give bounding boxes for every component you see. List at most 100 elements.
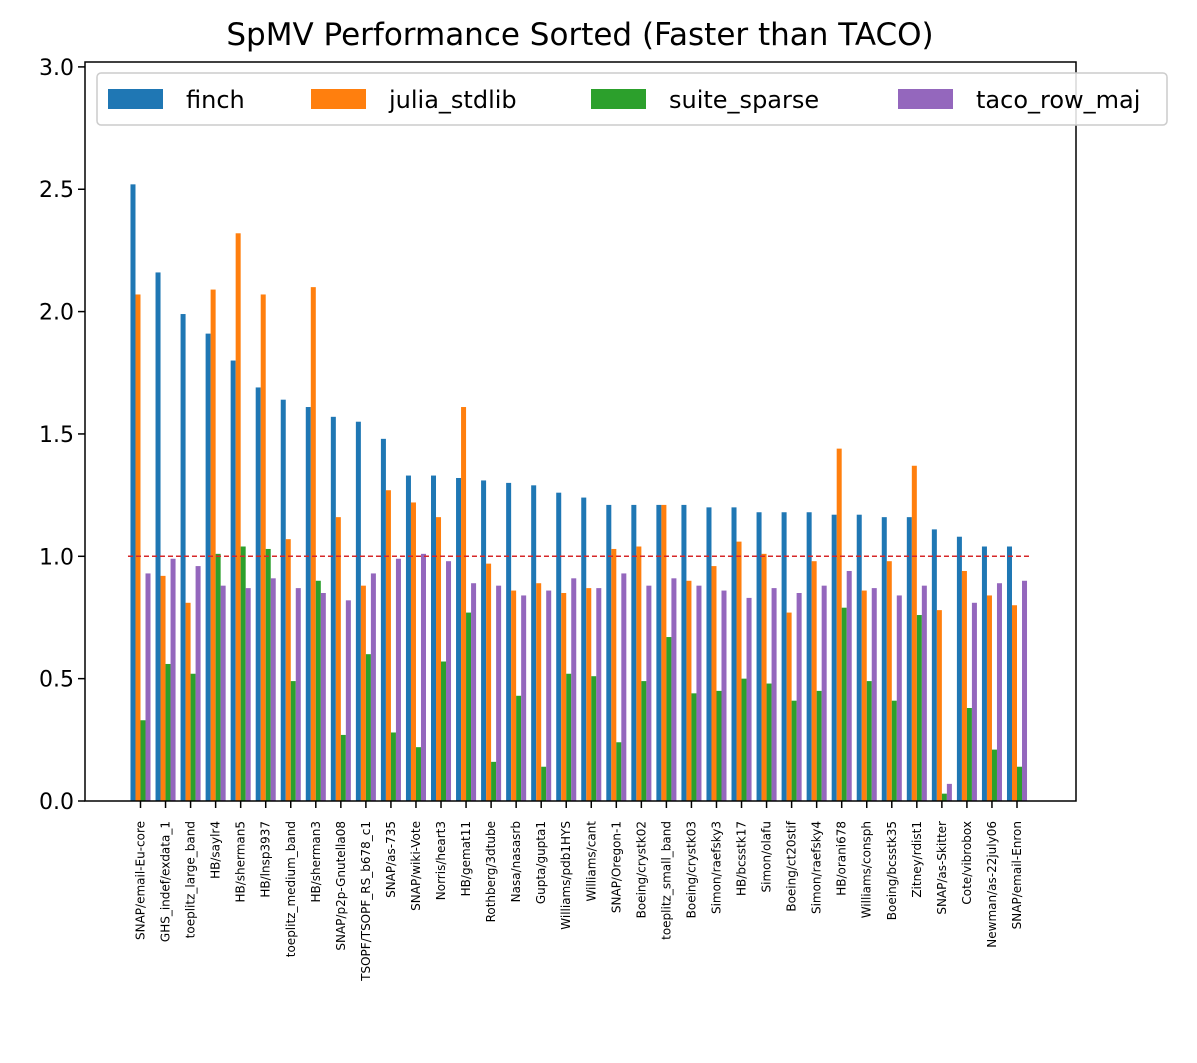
- bar-suite_sparse-17: [566, 673, 572, 801]
- bar-julia_stdlib-2: [185, 602, 191, 801]
- legend-label-finch: finch: [186, 86, 245, 114]
- x-tick-label-4: HB/sherman5: [234, 821, 248, 903]
- bar-suite_sparse-4: [240, 546, 246, 801]
- x-tick-label-19: SNAP/Oregon-1: [609, 821, 623, 913]
- x-tick-label-20: Boeing/crystk02: [634, 821, 648, 918]
- bar-finch-0: [130, 184, 136, 802]
- bar-taco_row_maj-35: [1022, 580, 1028, 801]
- bar-suite_sparse-5: [265, 548, 271, 801]
- bar-finch-1: [155, 272, 161, 801]
- bar-finch-26: [781, 512, 787, 801]
- bar-suite_sparse-14: [491, 761, 497, 801]
- bar-taco_row_maj-8: [345, 600, 351, 801]
- x-tick-label-23: Simon/raefsky3: [709, 821, 723, 914]
- bar-suite_sparse-26: [791, 700, 797, 801]
- y-tick-label-0: 0.0: [39, 790, 74, 815]
- bar-finch-35: [1006, 546, 1012, 801]
- bar-julia_stdlib-11: [410, 502, 416, 801]
- bar-taco_row_maj-30: [896, 595, 902, 801]
- x-tick-label-18: Williams/cant: [584, 821, 598, 902]
- bar-finch-17: [556, 492, 562, 801]
- x-tick-label-30: Boeing/bcsstk35: [885, 821, 899, 920]
- bar-taco_row_maj-4: [245, 588, 251, 801]
- bar-taco_row_maj-17: [571, 578, 577, 801]
- bar-finch-14: [481, 480, 487, 801]
- bar-julia_stdlib-24: [736, 541, 742, 801]
- bar-finch-24: [731, 507, 737, 801]
- y-tick-label-2: 1.0: [39, 545, 74, 570]
- bar-taco_row_maj-32: [946, 783, 952, 801]
- bar-julia_stdlib-12: [436, 517, 442, 801]
- bar-suite_sparse-33: [966, 708, 972, 801]
- bar-suite_sparse-19: [616, 742, 622, 801]
- x-tick-label-34: Newman/as-22july06: [985, 821, 999, 948]
- x-tick-label-21: toeplitz_small_band: [659, 821, 673, 940]
- bar-julia_stdlib-28: [836, 448, 842, 801]
- bar-julia_stdlib-18: [586, 588, 592, 801]
- bar-suite_sparse-0: [140, 720, 146, 801]
- bar-julia_stdlib-31: [911, 465, 917, 801]
- bar-julia_stdlib-33: [961, 570, 967, 801]
- bar-taco_row_maj-6: [295, 588, 301, 801]
- x-tick-label-12: Norris/heart3: [434, 821, 448, 900]
- bar-finch-12: [431, 475, 437, 801]
- bar-julia_stdlib-35: [1011, 605, 1017, 801]
- x-tick-label-16: Gupta/gupta1: [534, 821, 548, 904]
- bar-taco_row_maj-5: [270, 578, 276, 801]
- y-tick-label-3: 1.5: [39, 423, 74, 448]
- bar-finch-9: [355, 421, 361, 801]
- bar-taco_row_maj-22: [696, 585, 702, 801]
- bar-suite_sparse-7: [315, 580, 321, 801]
- bar-taco_row_maj-9: [370, 573, 376, 801]
- legend-label-suite_sparse: suite_sparse: [669, 86, 819, 114]
- bar-julia_stdlib-5: [260, 294, 266, 801]
- y-axis: 0.0 0.5 1.0 1.5 2.0 2.5 3.0: [39, 56, 85, 815]
- bar-julia_stdlib-1: [160, 575, 166, 801]
- y-tick-label-5: 2.5: [39, 178, 74, 203]
- legend-label-taco_row_maj: taco_row_maj: [976, 86, 1140, 114]
- legend-swatch-julia_stdlib: [311, 89, 366, 109]
- bar-suite_sparse-20: [641, 681, 647, 801]
- bar-suite_sparse-2: [190, 673, 196, 801]
- bar-julia_stdlib-13: [461, 407, 467, 801]
- bar-suite_sparse-35: [1017, 766, 1023, 801]
- bar-suite_sparse-32: [941, 793, 947, 801]
- bar-taco_row_maj-2: [195, 566, 201, 801]
- x-tick-label-15: Nasa/nasasrb: [509, 821, 523, 902]
- bar-suite_sparse-21: [666, 637, 672, 801]
- bar-taco_row_maj-3: [220, 585, 226, 801]
- bar-julia_stdlib-30: [886, 561, 892, 801]
- bar-finch-3: [205, 333, 211, 801]
- bar-suite_sparse-1: [165, 663, 171, 801]
- x-tick-label-28: HB/orani678: [835, 821, 849, 896]
- bar-suite_sparse-13: [466, 612, 472, 801]
- bar-julia_stdlib-8: [335, 517, 341, 801]
- bar-finch-23: [706, 507, 712, 801]
- x-tick-label-8: SNAP/p2p-Gnutella08: [334, 821, 348, 951]
- bars-layer: [130, 184, 1028, 802]
- bar-finch-33: [956, 536, 962, 801]
- bar-julia_stdlib-26: [786, 612, 792, 801]
- bar-finch-19: [606, 504, 612, 801]
- bar-julia_stdlib-9: [360, 585, 366, 801]
- x-tick-label-35: SNAP/email-Enron: [1010, 821, 1024, 929]
- bar-suite_sparse-9: [365, 654, 371, 801]
- bar-taco_row_maj-24: [746, 597, 752, 801]
- x-axis: SNAP/email-Eu-core GHS_indef/exdata_1 toep…: [134, 801, 1024, 982]
- axes-frame: [84, 61, 1077, 802]
- bar-finch-29: [856, 514, 862, 801]
- bar-suite_sparse-3: [215, 553, 221, 801]
- legend-label-julia_stdlib: julia_stdlib: [388, 86, 517, 114]
- bar-suite_sparse-10: [390, 732, 396, 801]
- bar-julia_stdlib-17: [561, 593, 567, 801]
- bar-finch-8: [330, 416, 336, 801]
- bar-finch-28: [831, 514, 837, 801]
- x-tick-label-27: Simon/raefsky4: [810, 821, 824, 914]
- bar-suite_sparse-22: [691, 693, 697, 801]
- bar-julia_stdlib-22: [686, 580, 692, 801]
- bar-taco_row_maj-12: [446, 561, 452, 801]
- y-tick-label-6: 3.0: [39, 56, 74, 81]
- bar-finch-6: [280, 399, 286, 801]
- bar-taco_row_maj-15: [521, 595, 527, 801]
- bar-taco_row_maj-25: [771, 588, 777, 801]
